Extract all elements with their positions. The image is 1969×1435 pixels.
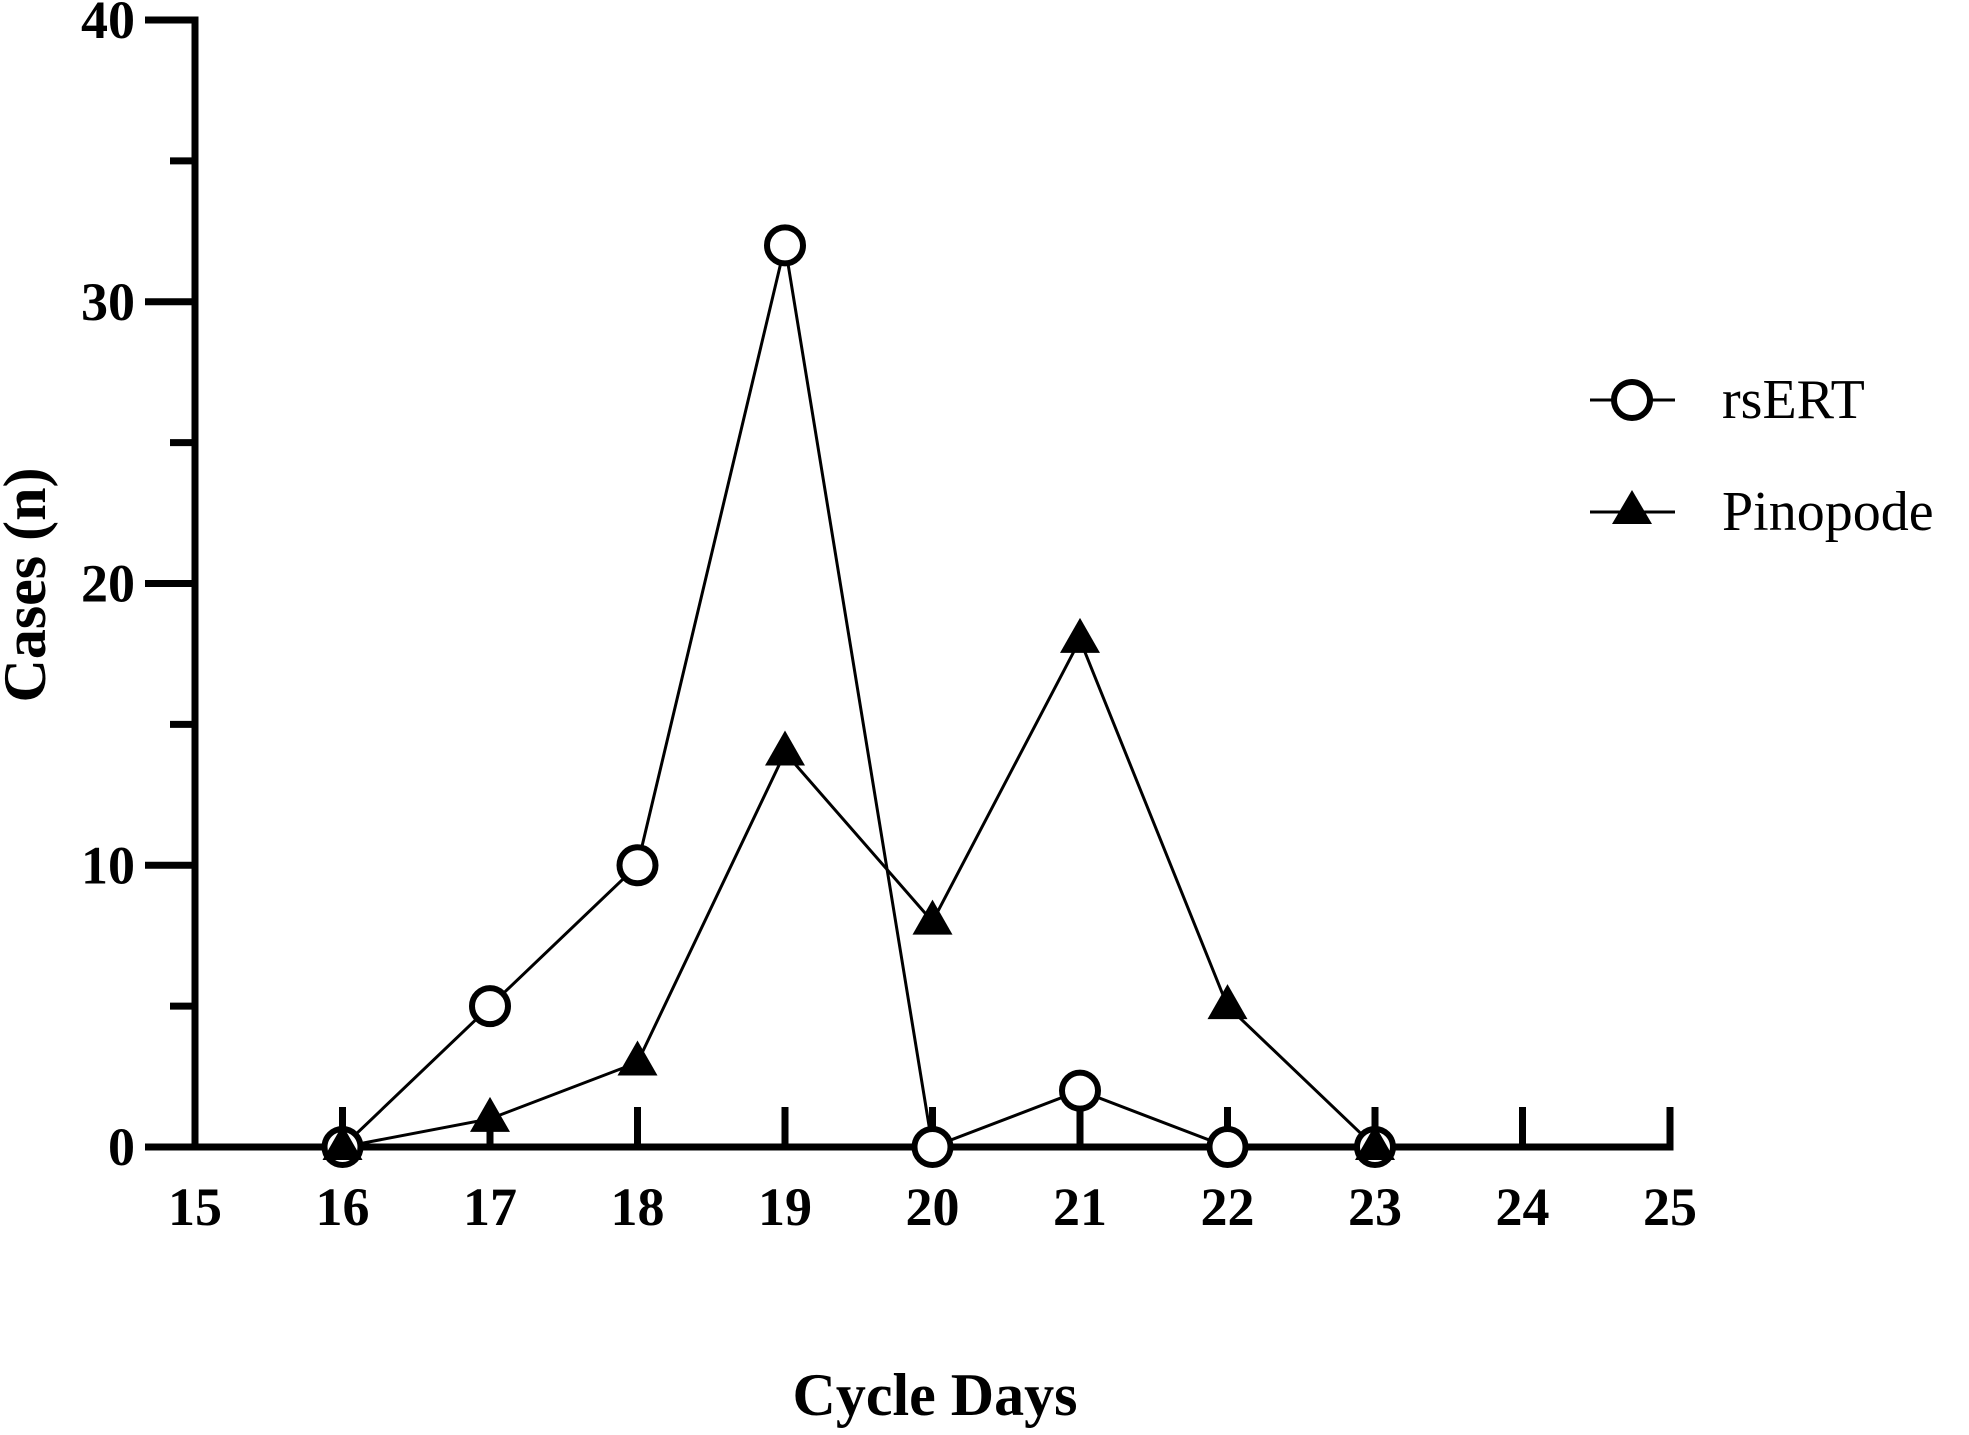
axes xyxy=(191,16,1674,1151)
legend: rsERT Pinopode xyxy=(1590,369,1934,543)
y-tick-label: 30 xyxy=(81,272,135,332)
x-tick-label: 16 xyxy=(316,1177,370,1237)
x-tick-label: 24 xyxy=(1496,1177,1550,1237)
series-group xyxy=(321,224,1396,1168)
x-tick-label: 23 xyxy=(1348,1177,1402,1237)
series-line-rsert xyxy=(341,245,1375,1150)
data-point-rsert xyxy=(764,224,806,267)
x-tick-label: 25 xyxy=(1643,1177,1697,1237)
legend-marker-rsert xyxy=(1611,379,1653,421)
data-point-pinopode xyxy=(617,1040,658,1076)
x-axis-title: Cycle Days xyxy=(793,1362,1078,1428)
data-point-pinopode xyxy=(470,1096,510,1132)
data-point-rsert xyxy=(911,1126,954,1168)
x-tick-label: 15 xyxy=(168,1177,222,1237)
y-tick-label: 10 xyxy=(81,835,135,895)
legend-label-pinopode: Pinopode xyxy=(1722,481,1934,543)
x-tick-label: 21 xyxy=(1053,1177,1107,1237)
x-tick-label: 17 xyxy=(463,1177,517,1237)
x-tick-label: 20 xyxy=(906,1177,960,1237)
y-tick-label: 0 xyxy=(108,1117,135,1177)
data-point-rsert xyxy=(469,985,511,1028)
y-tick-label: 20 xyxy=(81,554,135,614)
data-point-pinopode xyxy=(1060,617,1100,653)
y-tick-label: 40 xyxy=(81,0,135,50)
legend-label-rsert: rsERT xyxy=(1722,369,1865,431)
data-point-rsert xyxy=(1059,1069,1101,1112)
data-point-pinopode xyxy=(1207,984,1248,1020)
x-tick-label: 19 xyxy=(758,1177,812,1237)
data-point-rsert xyxy=(1206,1126,1249,1168)
data-point-rsert xyxy=(616,844,659,887)
data-point-pinopode xyxy=(322,1125,363,1160)
x-tick-label: 22 xyxy=(1201,1177,1255,1237)
data-point-pinopode xyxy=(1355,1125,1395,1160)
x-tick-label: 18 xyxy=(611,1177,665,1237)
data-point-pinopode xyxy=(765,730,805,766)
ticks: 0 10 20 30 40 15 16 17 18 19 20 21 22 23 24 25 xyxy=(81,0,1697,1237)
y-axis-title: Cases (n) xyxy=(0,468,58,703)
legend-marker-pinopode xyxy=(1612,490,1652,524)
series-line-pinopode xyxy=(342,636,1377,1149)
data-point-pinopode xyxy=(912,899,953,935)
